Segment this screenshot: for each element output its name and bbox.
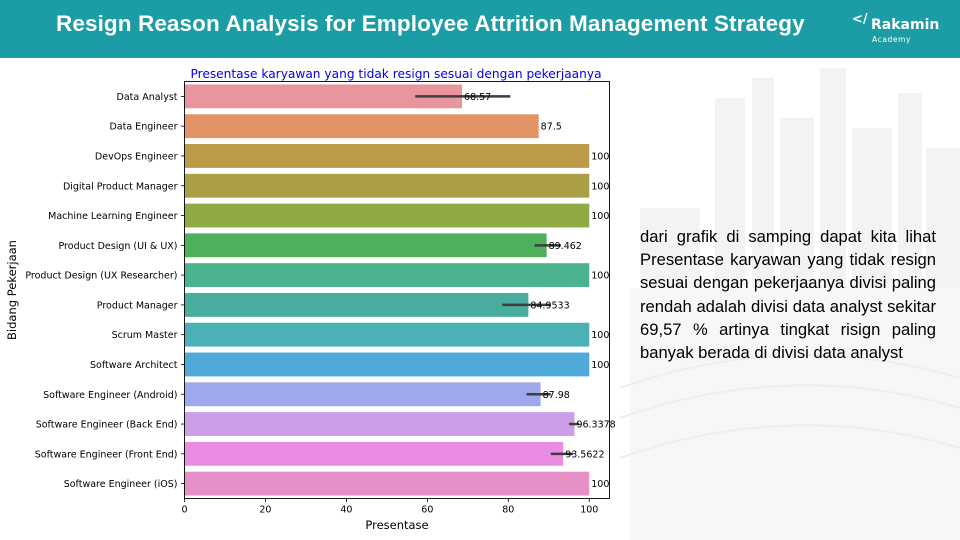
y-tick-label-5: Product Design (UI & UX): [59, 241, 178, 252]
data-label-0: 68.57: [464, 92, 491, 103]
y-tick-label-1: Data Engineer: [109, 122, 177, 133]
bar-9: [184, 352, 590, 377]
logo-mark: </: [852, 12, 868, 27]
data-label-9: 100: [591, 360, 609, 371]
y-tick-label-13: Software Engineer (iOS): [64, 479, 178, 490]
bar-0: [184, 84, 463, 109]
y-tick-label-11: Software Engineer (Back End): [36, 420, 178, 431]
data-label-5: 89.462: [549, 241, 582, 252]
bar-10: [184, 382, 541, 407]
y-tick-label-9: Software Architect: [90, 360, 178, 371]
y-tick-label-4: Machine Learning Engineer: [48, 211, 177, 222]
logo-subtitle: Academy: [872, 35, 912, 44]
x-tick-label-1: 20: [259, 505, 271, 516]
y-tick-label-8: Scrum Master: [112, 330, 178, 341]
y-tick-label-7: Product Manager: [97, 300, 178, 311]
bar-8: [184, 322, 590, 347]
bar-4: [184, 203, 590, 228]
data-label-3: 100: [591, 181, 609, 192]
bar-7: [184, 292, 529, 317]
y-tick-label-2: DevOps Engineer: [95, 151, 178, 162]
city-background-illustration: [620, 68, 960, 540]
y-axis-ticks: Data Analyst Data Engineer DevOps Engineer…: [25, 92, 185, 490]
x-tick-label-0: 0: [181, 505, 187, 516]
y-tick-label-6: Product Design (UX Researcher): [25, 271, 177, 282]
bar-1: [184, 114, 539, 139]
bar-5: [184, 233, 547, 258]
data-label-1: 87.5: [541, 122, 562, 133]
y-tick-label-12: Software Engineer (Front End): [35, 449, 178, 460]
x-tick-label-5: 100: [580, 505, 598, 516]
y-tick-label-10: Software Engineer (Android): [43, 390, 177, 401]
bar-11: [184, 412, 575, 436]
x-tick-label-4: 80: [502, 505, 514, 516]
data-label-4: 100: [591, 211, 609, 222]
data-label-11: 96.3378: [576, 420, 615, 431]
y-tick-label-3: Digital Product Manager: [63, 181, 178, 192]
bar-6: [184, 263, 590, 288]
logo-name: Rakamin: [871, 17, 940, 33]
x-tick-label-3: 60: [421, 505, 433, 516]
bar-13: [184, 471, 590, 496]
x-axis-ticks: 0 20 40 60 80 100: [181, 498, 598, 516]
data-label-10: 87.98: [543, 390, 570, 401]
data-label-8: 100: [591, 330, 609, 341]
plot-area-frame: [184, 81, 610, 499]
data-label-7: 84.9533: [530, 300, 569, 311]
data-label-13: 100: [591, 479, 609, 490]
chart-marks: 68.57 87.5 100 100 100 89.462 100 84.9533 100 100…: [184, 84, 616, 496]
y-axis-label: Bidang Pekerjaan: [5, 240, 19, 340]
chart-title: Presentase karyawan yang tidak resign se…: [190, 67, 601, 81]
analysis-description: dari grafik di samping dapat kita lihat …: [640, 227, 936, 363]
header-bar: Resign Reason Analysis for Employee Attr…: [0, 0, 960, 58]
x-axis-label: Presentase: [365, 518, 428, 532]
attrition-bar-chart: Presentase karyawan yang tidak resign se…: [5, 67, 616, 532]
data-label-12: 93.5622: [565, 449, 604, 460]
slide-title: Resign Reason Analysis for Employee Attr…: [56, 11, 805, 36]
bar-12: [184, 441, 564, 466]
bar-3: [184, 173, 590, 198]
y-tick-label-0: Data Analyst: [117, 92, 178, 103]
data-label-6: 100: [591, 271, 609, 282]
bar-2: [184, 144, 590, 168]
data-label-2: 100: [591, 151, 609, 162]
x-tick-label-2: 40: [340, 505, 352, 516]
